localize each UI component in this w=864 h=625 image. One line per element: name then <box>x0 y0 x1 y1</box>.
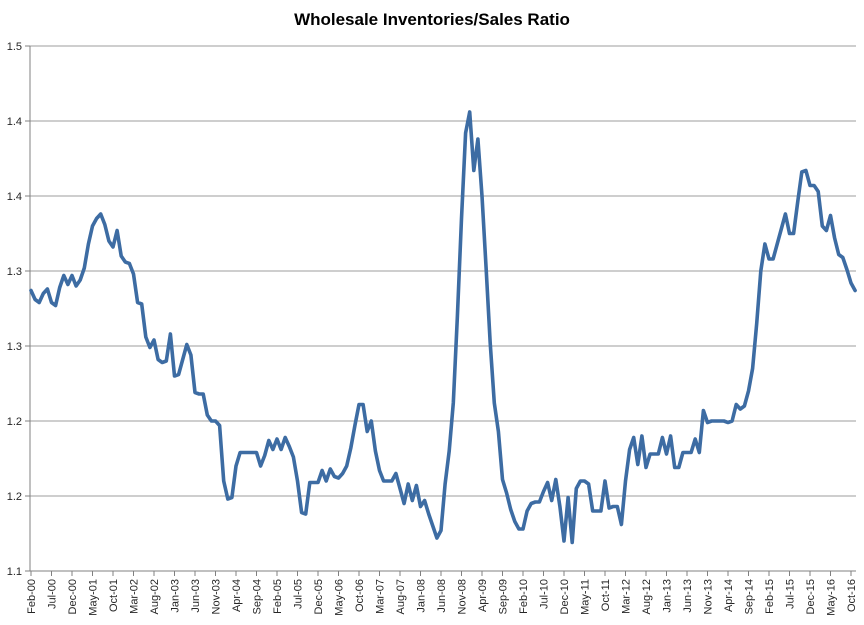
y-axis-label: 1.2 <box>7 491 22 503</box>
y-axis-label: 1.1 <box>7 566 22 578</box>
x-axis-label: Nov-08 <box>457 579 469 614</box>
data-line <box>29 110 857 545</box>
y-axis-label: 1.4 <box>7 116 22 128</box>
x-axis-label: Jul-05 <box>293 579 305 609</box>
chart-title: Wholesale Inventories/Sales Ratio <box>294 10 570 29</box>
x-axis-label: Jan-13 <box>662 579 674 613</box>
x-axis-label: Mar-02 <box>129 579 141 614</box>
x-axis-label: May-11 <box>580 579 592 615</box>
x-axis-label: Apr-09 <box>477 579 489 612</box>
x-axis-label: Aug-12 <box>641 579 653 614</box>
x-axis-label: Dec-10 <box>559 579 571 614</box>
x-axis-label: Sep-09 <box>498 579 510 614</box>
x-axis-label: Feb-15 <box>764 579 776 614</box>
x-axis-label: May-16 <box>826 579 838 616</box>
x-axis-label: May-06 <box>334 579 346 616</box>
x-axis-label: Jul-00 <box>47 579 59 609</box>
x-axis-label: Jul-15 <box>785 579 797 609</box>
x-axis-label: Jun-13 <box>682 579 694 613</box>
y-axis-label: 1.3 <box>7 341 22 353</box>
x-axis-label: Sep-04 <box>252 579 264 614</box>
y-axis-label: 1.2 <box>7 416 22 428</box>
x-axis-label: Dec-00 <box>67 579 79 614</box>
x-axis-label: Oct-16 <box>846 579 858 612</box>
x-axis-label: Jan-08 <box>416 579 428 613</box>
x-axis-label: Nov-03 <box>211 579 223 614</box>
x-axis-label: Feb-05 <box>272 579 284 614</box>
x-axis-label: Apr-04 <box>231 579 243 612</box>
x-axis-label: Aug-02 <box>149 579 161 614</box>
x-axis-label: Mar-07 <box>375 579 387 614</box>
x-axis-label: Oct-01 <box>108 579 120 612</box>
x-axis-label: Jun-03 <box>190 579 202 613</box>
x-axis-label: Jan-03 <box>170 579 182 613</box>
y-axis-label: 1.3 <box>7 266 22 278</box>
x-axis-label: Jun-08 <box>436 579 448 613</box>
x-axis-label: Oct-11 <box>600 579 612 611</box>
y-axis-label: 1.5 <box>7 41 22 53</box>
x-axis-label: Feb-00 <box>26 579 38 614</box>
x-axis-label: May-01 <box>88 579 100 616</box>
x-axis-label: Dec-05 <box>313 579 325 614</box>
x-axis-label: Sep-14 <box>744 579 756 614</box>
x-axis-label: Oct-06 <box>354 579 366 612</box>
x-axis-label: Aug-07 <box>395 579 407 614</box>
x-axis-label: Apr-14 <box>723 579 735 612</box>
gridlines <box>25 45 856 572</box>
x-axis-label: Nov-13 <box>703 579 715 614</box>
x-axis-label: Feb-10 <box>518 579 530 614</box>
x-axis-label: Jul-10 <box>539 579 551 609</box>
y-axis-label: 1.4 <box>7 191 22 203</box>
x-axis-label: Dec-15 <box>805 579 817 614</box>
x-axis-label: Mar-12 <box>621 579 633 614</box>
